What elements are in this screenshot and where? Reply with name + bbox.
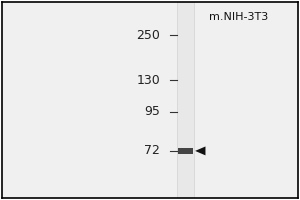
Text: 95: 95 — [145, 105, 160, 118]
Text: 130: 130 — [136, 74, 160, 87]
Bar — [178, 148, 193, 154]
Text: 250: 250 — [136, 29, 160, 42]
Text: 72: 72 — [145, 144, 160, 157]
Text: m.NIH-3T3: m.NIH-3T3 — [209, 12, 268, 22]
Polygon shape — [195, 146, 206, 155]
Bar — [177, 2, 194, 198]
